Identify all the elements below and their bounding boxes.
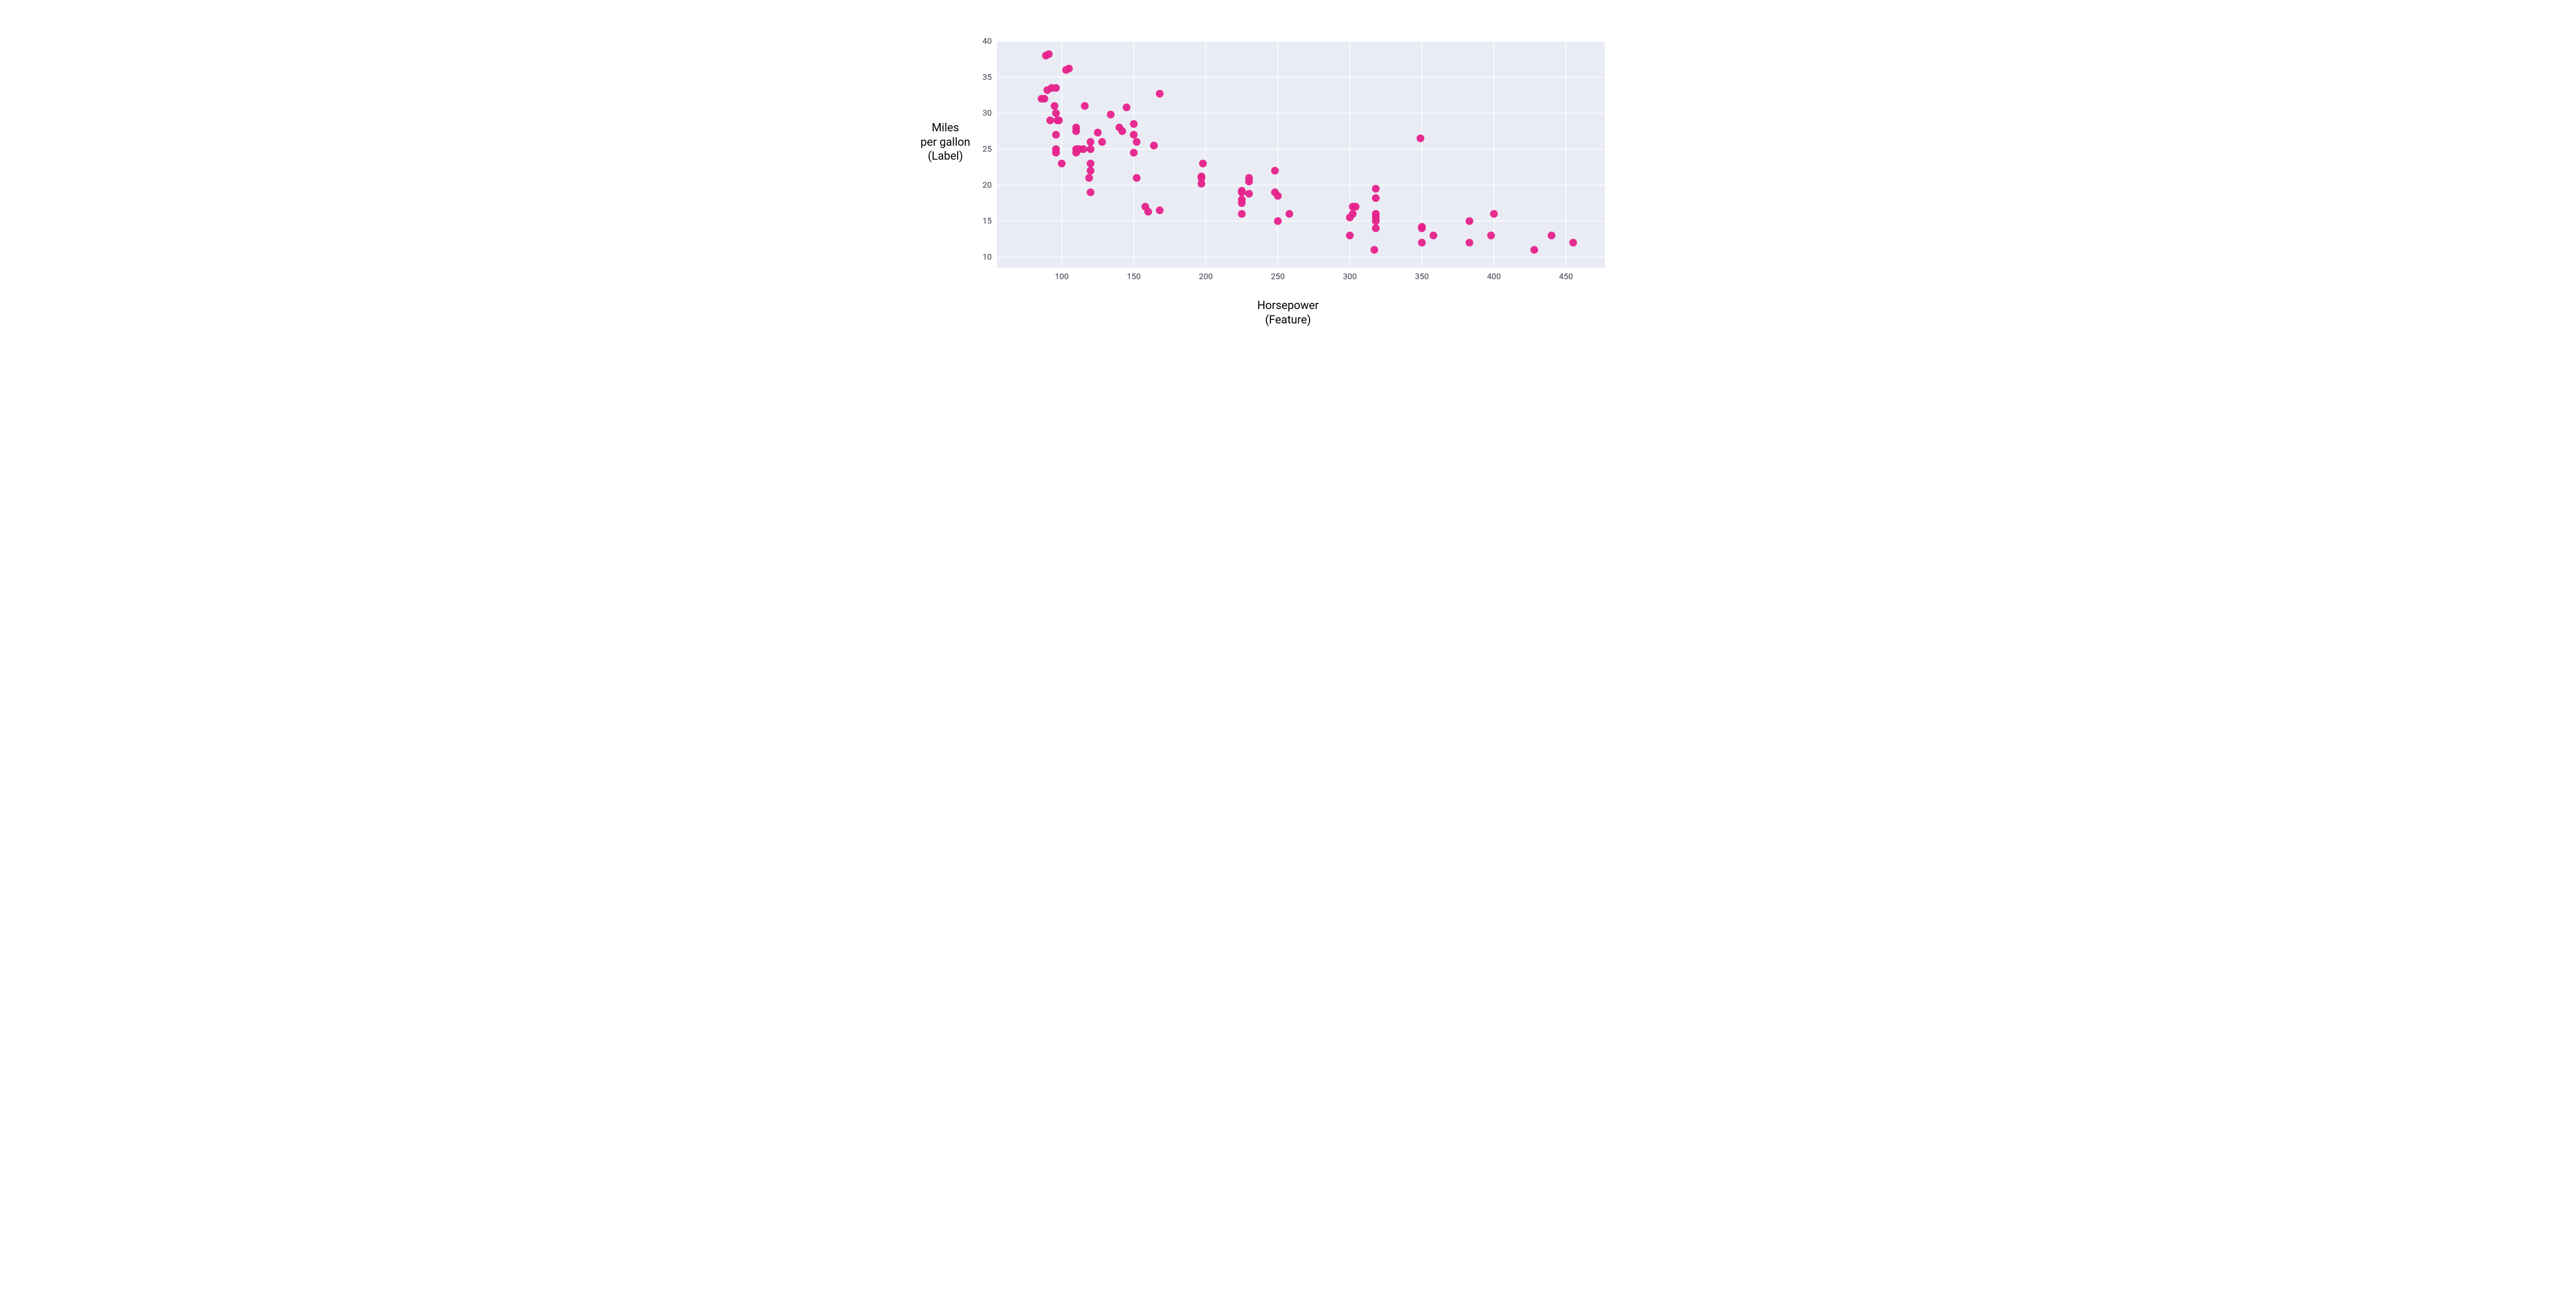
x-tick-label: 450 xyxy=(1559,271,1573,281)
data-point xyxy=(1087,189,1094,196)
x-tick-label: 350 xyxy=(1415,271,1429,281)
data-point xyxy=(1107,111,1114,118)
data-point xyxy=(1372,185,1380,193)
data-point xyxy=(1156,90,1163,97)
data-point xyxy=(1466,239,1473,247)
data-point xyxy=(1238,196,1246,203)
data-point xyxy=(1130,131,1138,139)
data-point xyxy=(1569,239,1577,247)
data-point xyxy=(1130,149,1138,157)
y-tick-label: 10 xyxy=(982,252,992,262)
data-point xyxy=(1052,109,1060,117)
data-point xyxy=(1087,160,1094,167)
y-tick-label: 15 xyxy=(982,216,992,226)
data-point xyxy=(1094,129,1101,136)
data-point xyxy=(1130,120,1138,128)
data-point xyxy=(1466,217,1473,225)
y-tick-label: 35 xyxy=(982,72,992,82)
data-point xyxy=(1245,190,1253,198)
data-point xyxy=(1046,116,1054,124)
data-point xyxy=(1245,174,1253,182)
data-point xyxy=(1271,167,1279,175)
x-tick-label: 150 xyxy=(1127,271,1141,281)
x-tick-label: 200 xyxy=(1199,271,1213,281)
data-point xyxy=(1087,167,1094,175)
data-point xyxy=(1052,149,1060,157)
data-point xyxy=(1285,210,1293,218)
data-point xyxy=(1372,194,1380,202)
data-point xyxy=(1430,232,1437,240)
data-point xyxy=(1118,127,1126,135)
data-point xyxy=(1198,173,1206,180)
data-point xyxy=(1487,232,1495,240)
x-axis-label-line: Horsepower xyxy=(889,299,1687,313)
y-tick-label: 25 xyxy=(982,144,992,154)
data-point xyxy=(1087,145,1094,153)
x-axis-label: Horsepower(Feature) xyxy=(889,299,1687,327)
data-point xyxy=(1052,131,1060,139)
chart-container: 100 150 200 250 300 350 400 450 10 15 20 25 30 35 40 xyxy=(966,31,1615,291)
data-point xyxy=(1133,138,1141,146)
data-point xyxy=(1349,210,1357,218)
data-point xyxy=(1372,225,1380,232)
data-point xyxy=(1098,138,1106,146)
data-point xyxy=(1352,203,1360,211)
data-point xyxy=(1041,95,1048,103)
data-point xyxy=(1346,232,1354,240)
data-point xyxy=(1274,217,1282,225)
data-point xyxy=(1274,192,1282,200)
data-point xyxy=(1079,145,1087,153)
x-tick-label: 250 xyxy=(1271,271,1285,281)
data-point xyxy=(1081,102,1089,110)
data-point xyxy=(1199,160,1207,167)
data-point xyxy=(1072,124,1080,131)
data-point xyxy=(1150,142,1158,149)
data-point xyxy=(1050,102,1058,110)
data-point xyxy=(1530,246,1538,254)
data-point xyxy=(1144,208,1152,216)
data-point xyxy=(1123,104,1130,111)
data-point xyxy=(1490,210,1498,218)
data-point xyxy=(1055,116,1063,124)
figure: Milesper gallon(Label) 10015020025030035… xyxy=(889,0,1687,381)
x-tick-label: 300 xyxy=(1343,271,1357,281)
data-point xyxy=(1065,65,1073,73)
data-point xyxy=(1052,84,1060,92)
x-axis-label-line: (Feature) xyxy=(889,313,1687,328)
data-point xyxy=(1238,210,1246,218)
y-tick-label: 20 xyxy=(982,180,992,190)
data-point xyxy=(1548,232,1555,240)
scatter-plot: 100 150 200 250 300 350 400 450 10 15 20 25 30 35 40 xyxy=(966,31,1615,288)
data-point xyxy=(1087,138,1094,146)
data-point xyxy=(1156,207,1163,214)
y-tick-label: 30 xyxy=(982,108,992,118)
y-tick-label: 40 xyxy=(982,36,992,46)
data-point xyxy=(1370,246,1378,254)
data-point xyxy=(1418,223,1426,231)
data-point xyxy=(1372,214,1380,221)
data-point xyxy=(1418,239,1426,247)
data-point xyxy=(1238,187,1246,195)
data-point xyxy=(1045,50,1053,58)
x-tick-label: 400 xyxy=(1487,271,1501,281)
data-point xyxy=(1417,134,1425,142)
data-point xyxy=(1133,174,1141,182)
data-point xyxy=(1085,174,1093,182)
data-point xyxy=(1058,160,1065,167)
x-tick-label: 100 xyxy=(1055,271,1069,281)
